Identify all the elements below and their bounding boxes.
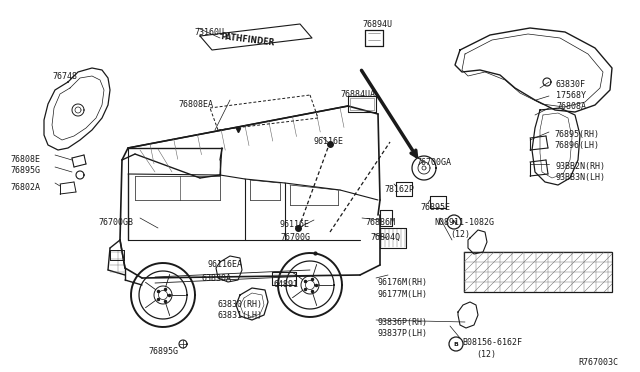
Text: 64891: 64891 <box>274 280 299 289</box>
Text: 76748: 76748 <box>52 72 77 81</box>
Text: (12): (12) <box>450 230 470 239</box>
Text: 76895E: 76895E <box>420 203 450 212</box>
Text: 96116E: 96116E <box>280 220 310 229</box>
Text: 76896(LH): 76896(LH) <box>554 141 599 150</box>
Text: 93836P(RH): 93836P(RH) <box>378 318 428 327</box>
Text: 93BB3N(LH): 93BB3N(LH) <box>556 173 606 182</box>
Text: 63831(LH): 63831(LH) <box>218 311 263 320</box>
Text: 63830A: 63830A <box>202 274 232 283</box>
Text: 76894U: 76894U <box>362 20 392 29</box>
Text: 78162P: 78162P <box>384 185 414 194</box>
Text: N: N <box>451 219 457 224</box>
Text: 76895(RH): 76895(RH) <box>554 130 599 139</box>
Text: 96116EA: 96116EA <box>208 260 243 269</box>
Text: (12): (12) <box>476 350 496 359</box>
Text: 76895G: 76895G <box>10 166 40 175</box>
Text: 76808EA: 76808EA <box>178 100 213 109</box>
Text: 76808A: 76808A <box>556 102 586 111</box>
Text: 76700GA: 76700GA <box>416 158 451 167</box>
Text: 63830F: 63830F <box>556 80 586 89</box>
Text: 76884UA: 76884UA <box>340 90 375 99</box>
Text: 76895G: 76895G <box>148 347 178 356</box>
Text: 17568Y: 17568Y <box>556 91 586 100</box>
Text: 76804Q: 76804Q <box>370 233 400 242</box>
Text: R767003C: R767003C <box>578 358 618 367</box>
Text: 76700GB: 76700GB <box>98 218 133 227</box>
Text: 93BB2N(RH): 93BB2N(RH) <box>556 162 606 171</box>
Text: 96177M(LH): 96177M(LH) <box>378 290 428 299</box>
Text: PATHFINDER: PATHFINDER <box>220 32 275 48</box>
Text: 76802A: 76802A <box>10 183 40 192</box>
Bar <box>464 252 612 292</box>
Text: 76700G: 76700G <box>280 233 310 242</box>
Text: 93837P(LH): 93837P(LH) <box>378 329 428 338</box>
Text: N08911-1082G: N08911-1082G <box>434 218 494 227</box>
Text: 73160U: 73160U <box>194 28 224 37</box>
Text: B: B <box>454 341 458 346</box>
Text: 96116E: 96116E <box>314 137 344 146</box>
Text: B08156-6162F: B08156-6162F <box>462 338 522 347</box>
Text: 96176M(RH): 96176M(RH) <box>378 278 428 287</box>
Text: 63830(RH): 63830(RH) <box>218 300 263 309</box>
Text: 76886M: 76886M <box>365 218 395 227</box>
Text: 76808E: 76808E <box>10 155 40 164</box>
